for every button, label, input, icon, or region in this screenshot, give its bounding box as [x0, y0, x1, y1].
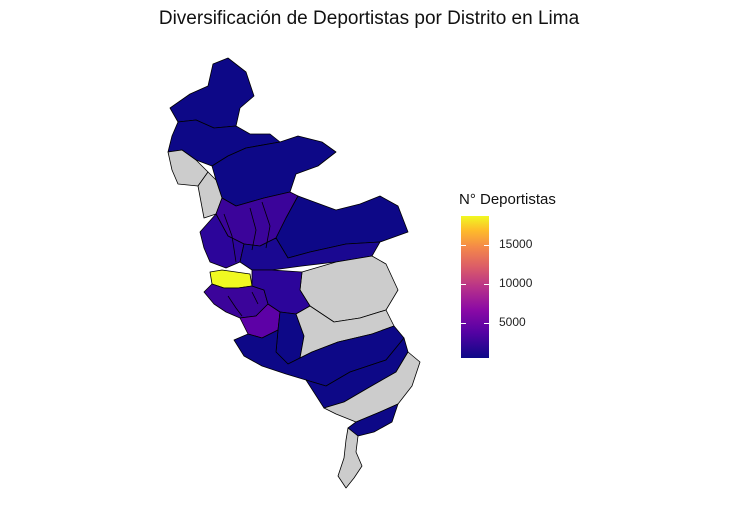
district-south-gray-3 — [337, 427, 363, 489]
map-title: Diversificación de Deportistas por Distr… — [158, 8, 580, 29]
legend-tick-label: 10000 — [499, 276, 533, 290]
legend-tick-label: 5000 — [499, 315, 526, 329]
district-north-1 — [169, 57, 255, 129]
legend-tick-mark — [484, 284, 489, 285]
legend-tick-mark — [461, 284, 466, 285]
legend-tick-mark — [461, 245, 466, 246]
legend-tick-mark — [461, 323, 466, 324]
legend-colorbar — [461, 216, 489, 358]
legend-tick-mark — [484, 323, 489, 324]
legend-tick-mark — [484, 245, 489, 246]
legend-title: N° Deportistas — [459, 191, 556, 208]
district-south-1 — [233, 325, 405, 387]
district-south-3 — [347, 403, 399, 437]
district-center-4 — [203, 283, 269, 319]
legend-tick-label: 15000 — [499, 237, 533, 251]
